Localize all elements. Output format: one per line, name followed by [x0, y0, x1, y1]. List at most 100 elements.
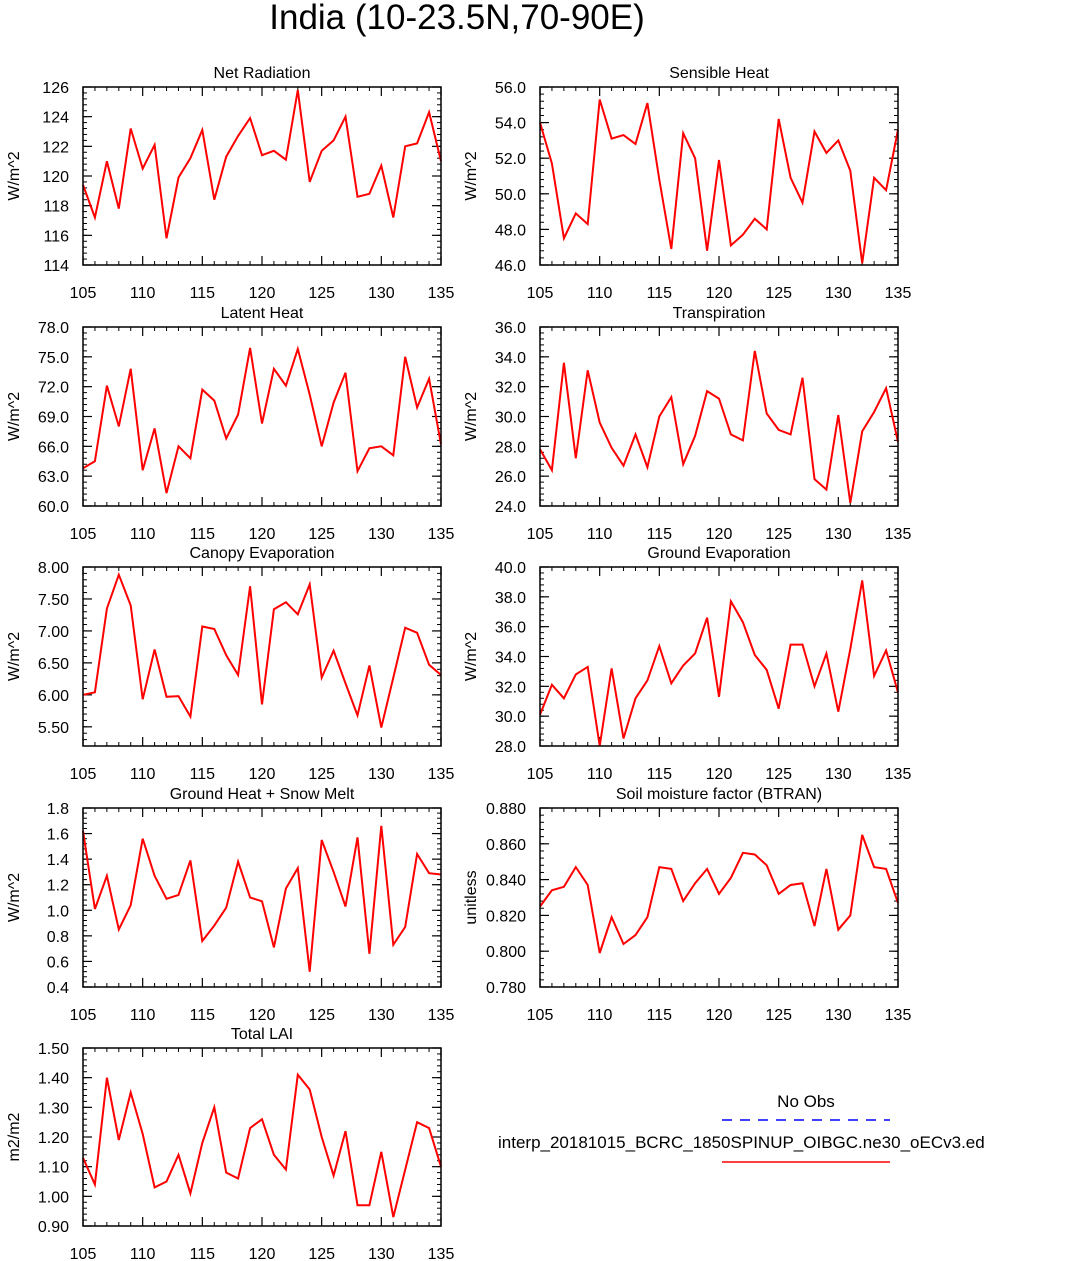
series-line [82, 1072, 442, 1218]
x-tick-label: 130 [368, 285, 395, 302]
x-tick-label: 120 [706, 526, 733, 543]
y-tick-label: 34.0 [495, 350, 526, 367]
y-axis-label: W/m^2 [463, 151, 480, 200]
y-axis-label: W/m^2 [6, 632, 23, 681]
y-tick-label: 32.0 [495, 380, 526, 397]
x-tick-label: 135 [428, 526, 455, 543]
x-tick-label: 110 [587, 285, 613, 302]
y-tick-label: 1.4 [47, 852, 69, 869]
x-tick-label: 125 [765, 1007, 792, 1024]
y-tick-label: 28.0 [495, 739, 526, 756]
y-tick-label: 30.0 [495, 410, 526, 427]
x-tick-label: 115 [190, 1246, 216, 1261]
x-tick-label: 105 [527, 285, 554, 302]
chart-panel: Canopy Evaporation W/m^2 105 110 115 120 125 13… [6, 545, 454, 783]
y-tick-label: 0.8 [47, 929, 69, 946]
plot-frame [539, 566, 899, 747]
chart-panel: Soil moisture factor (BTRAN) unitless 105 1… [463, 786, 911, 1024]
y-tick-label: 50.0 [495, 187, 526, 204]
x-tick-label: 135 [428, 1246, 455, 1261]
x-tick-label: 115 [647, 526, 673, 543]
y-tick-label: 60.0 [38, 499, 69, 516]
x-tick-label: 120 [249, 1007, 276, 1024]
y-tick-label: 26.0 [495, 469, 526, 486]
chart-panel: Ground Heat + Snow Melt W/m^2 105 110 115 120… [6, 786, 454, 1024]
y-tick-label: 122 [42, 139, 69, 156]
y-tick-label: 116 [43, 228, 69, 245]
series-line [539, 834, 899, 954]
plot-frame [539, 807, 899, 988]
y-tick-label: 38.0 [495, 590, 526, 607]
y-tick-label: 0.6 [47, 954, 69, 971]
x-tick-label: 115 [190, 285, 216, 302]
y-tick-label: 120 [42, 169, 69, 186]
x-tick-label: 110 [587, 766, 613, 783]
plot-frame [539, 86, 899, 266]
x-tick-label: 110 [587, 1007, 613, 1024]
y-axis-label: W/m^2 [463, 392, 480, 441]
y-tick-label: 36.0 [495, 320, 526, 337]
y-tick-label: 52.0 [495, 151, 526, 168]
y-tick-label: 0.780 [486, 980, 526, 997]
x-tick-label: 120 [249, 526, 276, 543]
y-tick-label: 6.50 [38, 656, 69, 673]
y-tick-label: 118 [43, 199, 69, 216]
x-tick-label: 115 [190, 526, 216, 543]
x-tick-label: 110 [130, 766, 156, 783]
panel-title: Latent Heat [221, 305, 304, 322]
y-tick-label: 48.0 [495, 222, 526, 239]
x-tick-label: 120 [706, 766, 733, 783]
x-tick-label: 105 [70, 1246, 97, 1261]
legend-obs-label: No Obs [777, 1092, 835, 1111]
y-tick-label: 7.50 [38, 592, 69, 609]
y-tick-label: 40.0 [495, 560, 526, 577]
panel-title: Sensible Heat [669, 65, 769, 82]
y-tick-label: 46.0 [495, 258, 526, 275]
chart-panel: Total LAI m2/m2 105 110 115 120 125 130 135 0.90 1… [6, 1026, 454, 1261]
panel-title: Ground Evaporation [647, 545, 790, 562]
y-axis-label: W/m^2 [6, 873, 23, 922]
x-tick-label: 135 [428, 1007, 455, 1024]
x-tick-label: 130 [825, 1007, 852, 1024]
y-tick-label: 30.0 [495, 709, 526, 726]
plot-frame [82, 326, 442, 507]
y-axis-label: W/m^2 [463, 632, 480, 681]
y-tick-label: 34.0 [495, 650, 526, 667]
series-line [539, 99, 899, 264]
x-tick-label: 115 [647, 766, 673, 783]
x-tick-label: 115 [647, 285, 673, 302]
series-line [539, 350, 899, 504]
chart-panel: Sensible Heat W/m^2 105 110 115 120 125 130 135 4… [463, 65, 911, 302]
y-tick-label: 0.90 [38, 1219, 69, 1236]
x-tick-label: 105 [527, 766, 554, 783]
x-tick-label: 110 [130, 526, 156, 543]
y-tick-label: 0.880 [486, 801, 526, 818]
y-tick-label: 0.820 [486, 908, 526, 925]
plot-frame [82, 566, 442, 747]
y-tick-label: 75.0 [38, 350, 69, 367]
x-tick-label: 125 [765, 285, 792, 302]
y-tick-label: 114 [43, 258, 69, 275]
y-tick-label: 36.0 [495, 620, 526, 637]
y-tick-label: 1.00 [38, 1189, 69, 1206]
x-tick-label: 125 [308, 1246, 335, 1261]
y-tick-label: 0.860 [486, 837, 526, 854]
panel-title: Transpiration [673, 305, 766, 322]
x-tick-label: 130 [825, 766, 852, 783]
y-tick-label: 28.0 [495, 439, 526, 456]
series-line [82, 571, 442, 728]
y-tick-label: 1.6 [47, 827, 69, 844]
chart-panel: Latent Heat W/m^2 105 110 115 120 125 130 135 60.… [6, 305, 454, 543]
y-tick-label: 0.840 [486, 873, 526, 890]
x-tick-label: 120 [706, 285, 733, 302]
figure-title: India (10-23.5N,70-90E) [269, 0, 645, 37]
chart-panel: Transpiration W/m^2 105 110 115 120 125 130 135 2… [463, 305, 911, 543]
x-tick-label: 120 [249, 1246, 276, 1261]
x-tick-label: 130 [825, 285, 852, 302]
y-tick-label: 32.0 [495, 679, 526, 696]
x-tick-label: 105 [70, 1007, 97, 1024]
series-line [82, 89, 442, 239]
panel-title: Ground Heat + Snow Melt [170, 786, 355, 803]
x-tick-label: 135 [885, 285, 912, 302]
